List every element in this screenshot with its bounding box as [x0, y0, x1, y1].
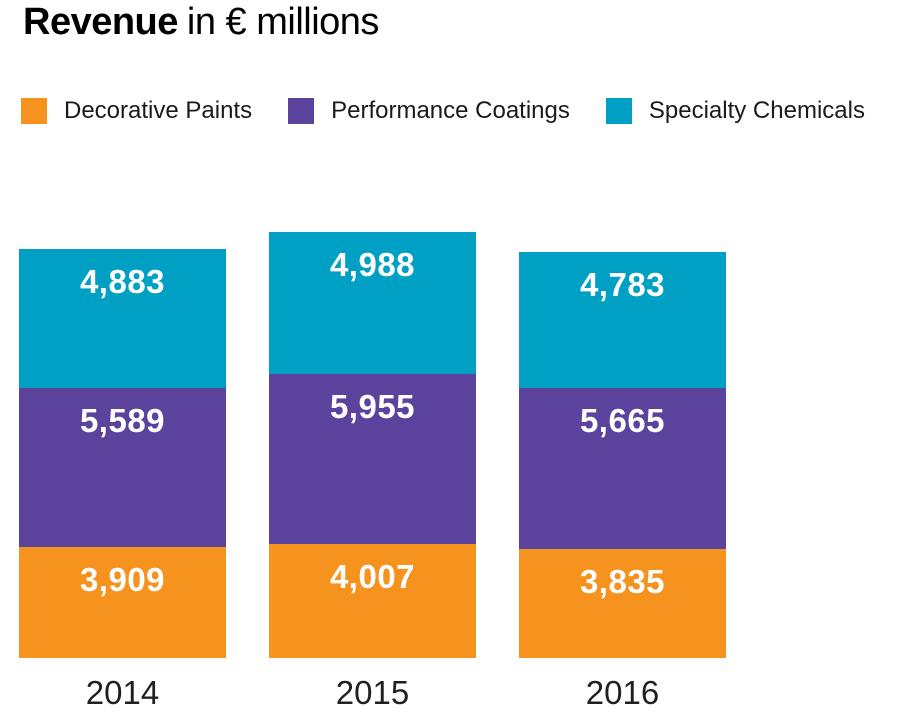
legend-item-decorative-paints: Decorative Paints: [21, 97, 252, 125]
value-label-performance-coatings-2015: 5,955: [329, 388, 416, 425]
bar-segment-decorative-paints-2016: 3,835: [519, 549, 726, 658]
legend-item-specialty-chemicals: Specialty Chemicals: [605, 97, 865, 125]
value-label-performance-coatings-2014: 5,589: [79, 402, 166, 439]
value-label-specialty-chemicals-2014: 4,883: [79, 263, 166, 300]
legend-swatch-decorative-paints-icon: [21, 98, 47, 124]
chart-title-unit: in € millions: [186, 1, 380, 43]
value-label-decorative-paints-2015: 4,007: [329, 558, 416, 595]
bar-segment-specialty-chemicals-2016: 4,783: [519, 252, 726, 388]
chart-title: Revenue in € millions: [23, 1, 380, 44]
bar-2016: 3,835 5,665 4,783: [519, 252, 726, 658]
legend-label-specialty-chemicals: Specialty Chemicals: [648, 97, 865, 124]
x-axis-label-2015: 2015: [335, 674, 410, 711]
bar-segment-decorative-paints-2014: 3,909: [19, 547, 226, 658]
value-label-specialty-chemicals-2016: 4,783: [579, 266, 666, 303]
legend-swatch-specialty-chemicals-icon: [605, 98, 632, 124]
bar-segment-performance-coatings-2016: 5,665: [519, 388, 726, 549]
value-label-specialty-chemicals-2015: 4,988: [329, 246, 416, 283]
bar-2014: 3,909 5,589 4,883: [19, 249, 226, 658]
bar-segment-performance-coatings-2015: 5,955: [269, 374, 476, 544]
bar-2015: 4,007 5,955 4,988: [269, 232, 476, 658]
legend-label-performance-coatings: Performance Coatings: [331, 97, 570, 124]
legend: Decorative Paints Performance Coatings S…: [21, 97, 865, 125]
x-axis-label-2014: 2014: [85, 674, 160, 711]
bar-segment-decorative-paints-2015: 4,007: [269, 544, 476, 658]
x-axis-label-2016: 2016: [585, 674, 660, 711]
legend-swatch-performance-coatings-icon: [288, 98, 315, 124]
bar-segment-specialty-chemicals-2014: 4,883: [19, 249, 226, 388]
legend-label-decorative-paints: Decorative Paints: [64, 97, 253, 124]
value-label-performance-coatings-2016: 5,665: [579, 402, 666, 439]
bar-segment-performance-coatings-2014: 5,589: [19, 388, 226, 547]
value-label-decorative-paints-2014: 3,909: [79, 561, 166, 598]
bar-segment-specialty-chemicals-2015: 4,988: [269, 232, 476, 374]
chart-title-keyword: Revenue: [23, 1, 178, 43]
legend-item-performance-coatings: Performance Coatings: [288, 97, 570, 125]
value-label-decorative-paints-2016: 3,835: [579, 563, 666, 600]
